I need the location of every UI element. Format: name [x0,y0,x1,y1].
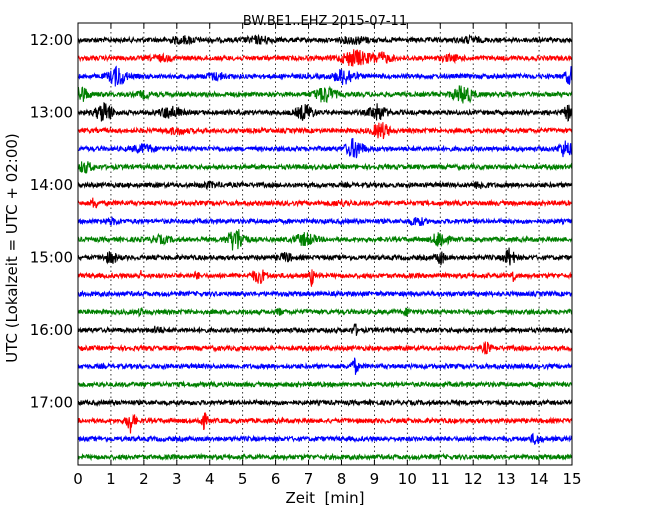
x-tick-label-9: 9 [370,470,380,488]
trace-row-1515 [77,269,573,287]
trace-row-1300 [77,102,573,122]
x-tick-label-4: 4 [205,470,215,488]
x-axis-label: Zeit [min] [285,489,364,507]
trace-row-1615 [77,341,573,355]
trace-row-1730 [77,432,573,446]
x-axis-ticks: 0 1 2 3 4 5 6 7 8 9 10 11 12 13 14 15 [73,23,582,488]
x-tick-label-14: 14 [530,470,549,488]
y-tick-label-1200: 12:00 [30,31,73,49]
x-tick-label-6: 6 [271,470,281,488]
y-tick-label-1600: 16:00 [30,321,73,339]
trace-row-1745 [77,452,573,462]
chart-title: BW.BE1..EHZ 2015-07-11 [243,14,407,29]
trace-row-1215 [77,49,573,67]
trace-row-1500 [77,247,573,266]
plot-area-frame [77,22,573,466]
x-tick-label-7: 7 [304,470,314,488]
x-tick-label-5: 5 [238,470,248,488]
trace-row-1445 [77,229,573,251]
trace-row-1330 [77,137,573,159]
trace-row-1630 [77,357,573,375]
y-tick-label-1700: 17:00 [30,394,73,412]
x-tick-label-13: 13 [497,470,516,488]
y-tick-label-1500: 15:00 [30,249,73,267]
x-tick-label-1: 1 [106,470,116,488]
x-tick-label-15: 15 [562,470,581,488]
trace-row-1545 [77,307,573,318]
trace-row-1230 [77,65,573,87]
y-axis-label: UTC (Lokalzeit = UTC + 02:00) [3,133,21,363]
x-tick-label-12: 12 [464,470,483,488]
x-tick-label-0: 0 [73,470,83,488]
x-tick-label-11: 11 [431,470,450,488]
trace-row-1600 [77,323,573,336]
y-tick-label-1400: 14:00 [30,176,73,194]
trace-row-1245 [77,85,573,104]
trace-row-1715 [77,411,573,434]
trace-row-1430 [77,215,573,227]
trace-row-1315 [77,122,573,140]
trace-row-1400 [77,180,573,191]
y-tick-label-1300: 13:00 [30,104,73,122]
trace-rows [77,33,573,462]
trace-row-1700 [77,398,573,408]
x-tick-label-10: 10 [398,470,417,488]
trace-row-1530 [77,289,573,299]
y-axis-ticks: 12:00 13:00 14:00 15:00 16:00 17:00 [30,31,572,412]
trace-row-1200 [77,33,573,46]
trace-row-1345 [77,161,573,174]
trace-row-1415 [77,197,573,209]
trace-row-1645 [77,380,573,389]
x-tick-label-2: 2 [139,470,149,488]
x-tick-label-3: 3 [172,470,182,488]
x-tick-label-8: 8 [337,470,347,488]
